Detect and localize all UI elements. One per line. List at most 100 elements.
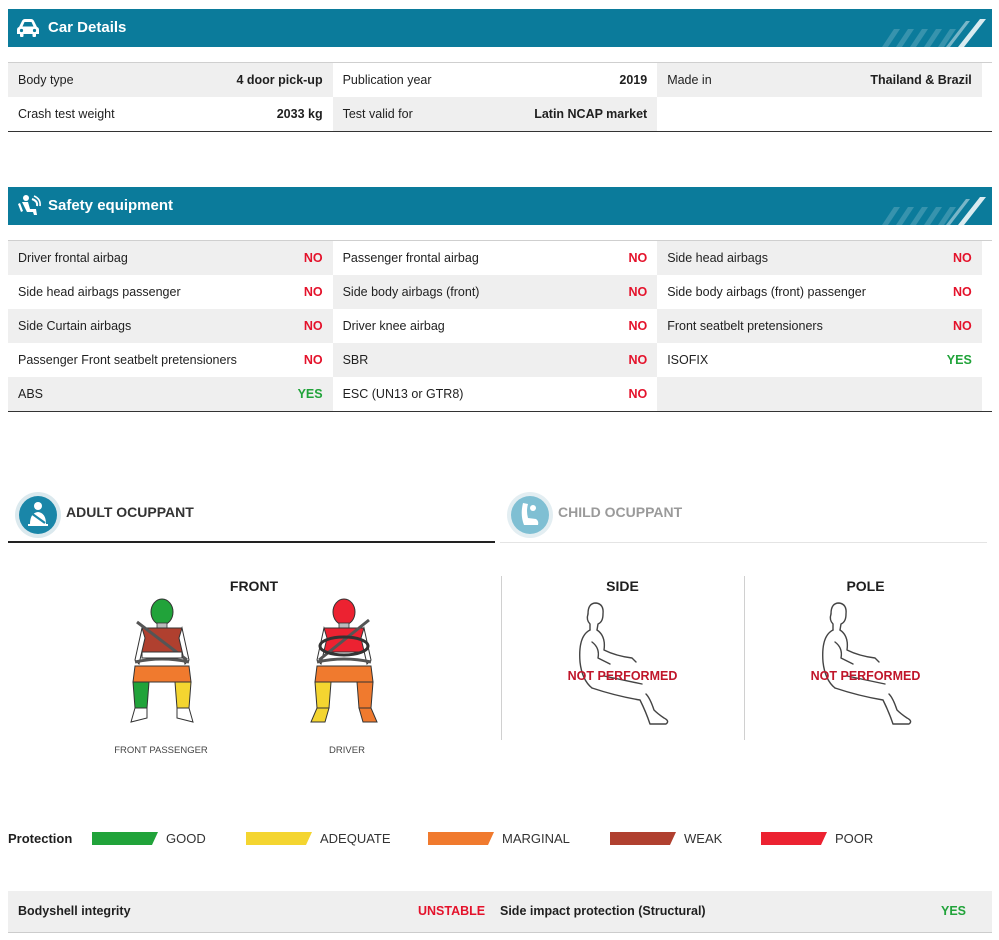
cell-label: Front seatbelt pretensioners	[667, 319, 823, 333]
car-details-table: Body type 4 door pick-up Publication year 2…	[8, 62, 992, 132]
cell-label: Made in	[667, 73, 712, 87]
cell-label: Crash test weight	[18, 107, 115, 121]
table-cell: Passenger frontal airbag NO	[333, 241, 658, 275]
table-cell: Test valid for Latin NCAP market	[332, 97, 658, 131]
table-row: Side head airbags passenger NO Side body a…	[8, 275, 992, 309]
table-cell: Passenger Front seatbelt pretensioners NO	[8, 343, 333, 377]
driver-caption: DRIVER	[329, 745, 365, 756]
table-cell	[657, 97, 982, 131]
structural-summary-bar: Bodyshell integrity UNSTABLE Side impact…	[8, 891, 992, 933]
cell-label: Publication year	[342, 73, 432, 87]
front-passenger-caption: FRONT PASSENGER	[114, 745, 208, 756]
cell-label: SBR	[342, 353, 369, 367]
cell-label: Side body airbags (front) passenger	[667, 285, 866, 299]
cell-value: NO	[953, 319, 972, 333]
passenger-head-zone	[150, 598, 174, 626]
table-cell: Side head airbags NO	[657, 241, 982, 275]
side-test-status: NOT PERFORMED	[567, 669, 678, 683]
cell-value: 4 door pick-up	[236, 73, 323, 87]
column-divider	[744, 576, 745, 740]
table-row: Passenger Front seatbelt pretensioners NO…	[8, 343, 992, 377]
legend-label: WEAK	[684, 831, 723, 846]
passenger-left-lower-leg-zone	[132, 681, 150, 709]
cell-value: NO	[628, 285, 648, 299]
cell-value: Thailand & Brazil	[870, 73, 972, 87]
child-seat-icon	[507, 492, 553, 538]
header-stripes-decoration	[882, 19, 986, 47]
table-cell: Body type 4 door pick-up	[8, 63, 333, 97]
front-passenger-dummy	[130, 598, 194, 723]
cell-value: NO	[303, 353, 323, 367]
table-cell: Side head airbags passenger NO	[8, 275, 333, 309]
table-cell: Publication year 2019	[333, 63, 658, 97]
side-test-title: SIDE	[606, 578, 639, 594]
bodyshell-integrity-label: Bodyshell integrity	[18, 904, 131, 918]
cell-value: NO	[628, 387, 648, 401]
side-impact-protection-value: YES	[941, 904, 967, 918]
bodyshell-integrity-value: UNSTABLE	[418, 904, 486, 918]
side-impact-protection-label: Side impact protection (Structural)	[500, 904, 706, 918]
cell-label: Body type	[18, 73, 74, 87]
cell-label: Test valid for	[342, 107, 413, 121]
pole-test-dummy-outline	[822, 602, 912, 725]
cell-value: NO	[303, 285, 323, 299]
safety-equipment-header: Safety equipment	[8, 187, 992, 225]
passenger-right-lower-leg-zone	[174, 681, 192, 709]
tab-child-occupant[interactable]: CHILD OCUPPANT	[500, 487, 987, 543]
protection-legend-title: Protection	[8, 831, 73, 846]
driver-left-lower-leg-zone	[314, 681, 332, 709]
cell-value: NO	[953, 251, 972, 265]
table-cell	[657, 377, 982, 411]
table-cell: SBR NO	[332, 343, 658, 377]
cell-value: 2033 kg	[276, 107, 323, 121]
safety-equipment-table: Driver frontal airbag NO Passenger frontal…	[8, 240, 992, 412]
cell-value: NO	[953, 285, 972, 299]
driver-head-zone	[332, 598, 356, 626]
table-cell: Crash test weight 2033 kg	[8, 97, 333, 131]
table-cell: Driver knee airbag NO	[333, 309, 658, 343]
table-row: Driver frontal airbag NO Passenger frontal…	[8, 241, 992, 275]
driver-thighs-zone	[314, 665, 374, 683]
cell-value: 2019	[619, 73, 648, 87]
cell-value: NO	[628, 353, 648, 367]
legend-label: ADEQUATE	[320, 831, 391, 846]
legend-swatch	[92, 832, 158, 845]
table-cell: Front seatbelt pretensioners NO	[657, 309, 982, 343]
table-cell: Side body airbags (front) passenger NO	[657, 275, 982, 309]
pole-test-status: NOT PERFORMED	[810, 669, 921, 683]
front-test-title: FRONT	[229, 578, 279, 594]
cell-label: Side head airbags	[667, 251, 768, 265]
car-icon	[17, 19, 39, 37]
cell-label: Side head airbags passenger	[18, 285, 181, 299]
legend-label: MARGINAL	[502, 831, 570, 846]
table-cell: Driver frontal airbag NO	[8, 241, 333, 275]
side-test-dummy-outline	[579, 602, 669, 725]
cell-value: NO	[628, 319, 648, 333]
table-cell: ISOFIX YES	[657, 343, 982, 377]
car-details-title: Car Details	[48, 19, 127, 36]
passenger-thighs-zone	[132, 665, 192, 683]
car-details-header: Car Details	[8, 9, 992, 47]
table-row: ABS YES ESC (UN13 or GTR8) NO	[8, 377, 992, 411]
cell-value: NO	[628, 251, 648, 265]
legend-swatch	[428, 832, 494, 845]
cell-label: ESC (UN13 or GTR8)	[342, 387, 464, 401]
legend-swatch	[246, 832, 312, 845]
cell-value: YES	[946, 353, 972, 367]
tab-adult-occupant[interactable]: ADULT OCUPPANT	[8, 487, 495, 543]
driver-dummy	[310, 598, 378, 723]
table-row: Crash test weight 2033 kg Test valid for La…	[8, 97, 992, 131]
legend-label: POOR	[835, 831, 874, 846]
cell-label: Side body airbags (front)	[342, 285, 480, 299]
driver-right-lower-leg-zone	[356, 681, 374, 709]
cell-value: Latin NCAP market	[534, 107, 648, 121]
cell-label: ABS	[18, 387, 44, 401]
legend-swatch	[610, 832, 676, 845]
legend-label: GOOD	[166, 831, 206, 846]
table-cell: ABS YES	[8, 377, 333, 411]
pole-test-title: POLE	[846, 578, 885, 594]
tab-child-label: CHILD OCUPPANT	[558, 504, 683, 520]
cell-label: Driver knee airbag	[342, 319, 445, 333]
seatbelt-person-icon	[15, 492, 61, 538]
table-cell: Side Curtain airbags NO	[8, 309, 333, 343]
